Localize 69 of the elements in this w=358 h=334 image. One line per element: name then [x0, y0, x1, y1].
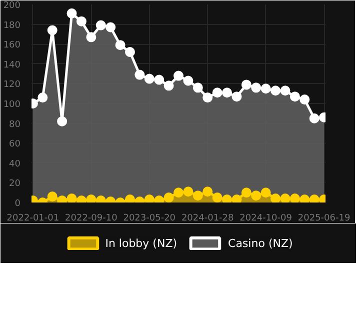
- point: [47, 25, 58, 36]
- point: [76, 16, 86, 26]
- x-tick-label: 2024-01-28: [181, 214, 234, 224]
- point: [134, 70, 145, 80]
- y-tick-label: 80: [9, 120, 21, 130]
- y-tick-label: 180: [3, 20, 21, 31]
- x-tick-label: 2024-10-09: [240, 214, 292, 224]
- y-tick-label: 100: [3, 100, 21, 110]
- point: [309, 113, 320, 124]
- y-tick-label: 60: [9, 140, 21, 150]
- y-tick-label: 140: [3, 60, 21, 70]
- point: [47, 192, 58, 202]
- point: [232, 194, 242, 202]
- point: [309, 194, 320, 202]
- point: [260, 188, 271, 198]
- point: [57, 116, 68, 126]
- point: [106, 22, 116, 32]
- point: [96, 20, 106, 30]
- y-tick-label: 0: [14, 199, 21, 209]
- point: [251, 82, 262, 93]
- point: [192, 190, 203, 201]
- point: [86, 32, 96, 42]
- point: [260, 84, 271, 94]
- point: [212, 192, 222, 202]
- legend-label: Casino (NZ): [228, 236, 293, 250]
- y-tick-label: 160: [3, 40, 21, 51]
- point: [232, 92, 242, 102]
- point: [222, 88, 232, 98]
- point: [290, 194, 300, 202]
- point: [38, 92, 48, 103]
- point: [202, 92, 213, 103]
- point: [183, 186, 194, 197]
- x-tick-label: 2022-01-01: [6, 214, 60, 224]
- point: [154, 74, 164, 85]
- point: [66, 8, 77, 18]
- point: [280, 194, 290, 202]
- point: [144, 194, 154, 202]
- point: [270, 86, 281, 96]
- point: [124, 194, 135, 202]
- y-tick-label: 40: [9, 159, 21, 170]
- point: [124, 47, 135, 58]
- y-tick-label: 200: [3, 1, 21, 11]
- point: [222, 194, 232, 202]
- point: [300, 94, 310, 105]
- point: [241, 80, 252, 90]
- point: [66, 194, 77, 202]
- point: [270, 194, 281, 202]
- point: [144, 74, 154, 84]
- point: [212, 88, 222, 98]
- point: [251, 190, 262, 201]
- legend-label: In lobby (NZ): [105, 236, 178, 250]
- x-tick-label: 2023-05-20: [123, 214, 176, 224]
- point: [164, 192, 174, 202]
- point: [241, 188, 252, 198]
- point: [115, 40, 126, 50]
- point: [280, 86, 290, 96]
- y-tick-label: 20: [9, 179, 21, 190]
- point: [202, 186, 213, 197]
- x-tick-label: 2025-06-19: [298, 214, 350, 224]
- point: [174, 188, 184, 198]
- point: [183, 76, 194, 86]
- x-tick-label: 2022-09-10: [65, 214, 118, 224]
- point: [290, 92, 300, 102]
- point: [300, 194, 310, 202]
- point: [192, 82, 203, 93]
- point: [164, 80, 174, 91]
- y-tick-label: 120: [3, 80, 21, 90]
- point: [174, 70, 184, 81]
- point: [86, 194, 96, 202]
